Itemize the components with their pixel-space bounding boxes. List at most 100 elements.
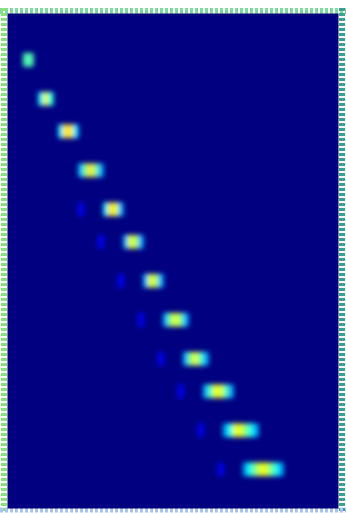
cell: [78, 164, 84, 171]
cell: [208, 385, 214, 392]
cell: [223, 391, 229, 398]
cell: [243, 463, 249, 470]
cell: [218, 463, 224, 470]
cell: [213, 391, 219, 398]
cell: [138, 320, 144, 327]
cells: [23, 53, 284, 476]
cell: [253, 430, 259, 437]
frame-left: [1, 8, 7, 513]
cell: [178, 391, 184, 398]
cell: [173, 313, 179, 320]
cell: [143, 281, 149, 288]
cell: [128, 235, 134, 242]
cell: [63, 131, 69, 138]
cell: [248, 469, 254, 476]
cell: [273, 469, 279, 476]
cell: [248, 463, 254, 470]
cell: [118, 209, 124, 216]
cell: [218, 391, 224, 398]
cell: [263, 469, 269, 476]
cell: [48, 92, 54, 99]
cell: [43, 92, 49, 99]
cell: [213, 385, 219, 392]
cell: [168, 320, 174, 327]
cell: [73, 125, 79, 132]
cell: [208, 391, 214, 398]
cell: [248, 430, 254, 437]
cell: [38, 99, 44, 106]
cell: [223, 385, 229, 392]
cell: [253, 463, 259, 470]
cell: [133, 235, 139, 242]
cell: [98, 170, 104, 177]
cell: [68, 125, 74, 132]
cell: [203, 391, 209, 398]
cell: [123, 235, 129, 242]
cell: [173, 320, 179, 327]
cell: [98, 164, 104, 171]
cell: [123, 242, 129, 249]
cell: [108, 209, 114, 216]
cell: [28, 53, 34, 60]
cell: [23, 53, 29, 60]
cell: [83, 164, 89, 171]
cell: [158, 352, 164, 359]
cell: [193, 352, 199, 359]
cell: [183, 352, 189, 359]
cell: [118, 281, 124, 288]
cell: [88, 170, 94, 177]
cell: [133, 242, 139, 249]
cell: [258, 463, 264, 470]
cell: [128, 242, 134, 249]
cell: [118, 203, 124, 210]
cell: [198, 352, 204, 359]
cell: [248, 424, 254, 431]
cell: [263, 463, 269, 470]
cell: [138, 235, 144, 242]
cell: [103, 209, 109, 216]
cell: [228, 430, 234, 437]
cell: [198, 424, 204, 431]
cell: [138, 313, 144, 320]
cell: [83, 170, 89, 177]
cell: [203, 359, 209, 366]
cell: [73, 131, 79, 138]
cell: [223, 424, 229, 431]
cell: [243, 424, 249, 431]
cell: [223, 430, 229, 437]
cell: [88, 164, 94, 171]
cell: [183, 359, 189, 366]
cell: [168, 313, 174, 320]
cell: [188, 352, 194, 359]
cell: [138, 242, 144, 249]
plot-area: [8, 14, 338, 508]
cell: [228, 391, 234, 398]
cell: [153, 281, 159, 288]
cell: [158, 274, 164, 281]
cell: [253, 469, 259, 476]
cell: [193, 359, 199, 366]
cell: [278, 469, 284, 476]
cell: [23, 60, 29, 67]
cell: [118, 274, 124, 281]
frame-top: [0, 8, 346, 14]
cell: [268, 463, 274, 470]
cell: [178, 320, 184, 327]
cell: [58, 125, 64, 132]
cell: [233, 424, 239, 431]
cell: [98, 235, 104, 242]
cell: [228, 385, 234, 392]
cell: [98, 242, 104, 249]
cell: [198, 359, 204, 366]
cell: [268, 469, 274, 476]
cell: [78, 170, 84, 177]
cell: [273, 463, 279, 470]
chart: [0, 0, 346, 513]
cell: [258, 469, 264, 476]
cell: [108, 203, 114, 210]
cell: [148, 274, 154, 281]
cell: [93, 170, 99, 177]
cell: [48, 99, 54, 106]
cell: [163, 313, 169, 320]
cell: [203, 385, 209, 392]
